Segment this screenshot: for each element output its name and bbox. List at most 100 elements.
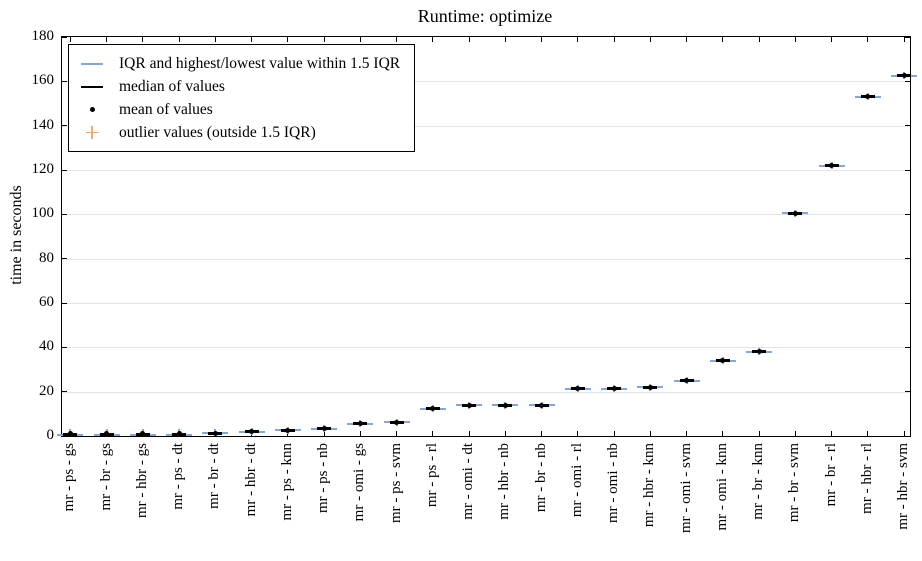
x-tick-label: mr - br - svm bbox=[786, 443, 803, 523]
mean-dot bbox=[430, 406, 436, 412]
mean-dot bbox=[212, 430, 218, 436]
legend: IQR and highest/lowest value within 1.5 … bbox=[68, 44, 416, 152]
mean-dot bbox=[684, 378, 690, 384]
x-tick-mark bbox=[541, 431, 543, 436]
x-tick-label: mr - omi - knn bbox=[713, 443, 730, 531]
x-tick-label: mr - hbr - rl bbox=[858, 443, 875, 514]
x-tick-mark bbox=[794, 431, 796, 436]
mean-dot bbox=[104, 431, 110, 436]
x-tick-mark bbox=[359, 431, 361, 436]
x-tick-label: mr - omi - rl bbox=[568, 443, 585, 518]
y-tick-mark bbox=[62, 36, 67, 38]
y-tick-label: 160 bbox=[31, 72, 55, 89]
x-tick-mark bbox=[323, 37, 325, 42]
y-tick-mark bbox=[905, 346, 910, 348]
x-tick-label: mr - ps - knn bbox=[278, 443, 295, 521]
y-tick-mark bbox=[905, 213, 910, 215]
x-tick-label: mr - omi - gs bbox=[351, 443, 368, 522]
outlier-plus-icon bbox=[78, 126, 106, 139]
mean-dot bbox=[394, 419, 400, 425]
x-tick-mark bbox=[359, 37, 361, 42]
y-tick-mark bbox=[62, 213, 67, 215]
mean-dot bbox=[321, 426, 327, 432]
x-tick-mark bbox=[649, 37, 651, 42]
gridline bbox=[62, 125, 910, 127]
x-tick-mark bbox=[468, 431, 470, 436]
y-tick-label: 20 bbox=[39, 382, 54, 399]
x-tick-label: mr - ps - svm bbox=[387, 443, 404, 523]
x-tick-label: mr - omi - nb bbox=[605, 443, 622, 523]
median-line-icon bbox=[78, 85, 106, 88]
y-tick-mark bbox=[905, 169, 910, 171]
mean-dot bbox=[357, 421, 363, 427]
x-tick-mark bbox=[686, 37, 688, 42]
mean-dot bbox=[647, 384, 653, 390]
x-tick-mark bbox=[432, 37, 434, 42]
y-tick-label: 0 bbox=[46, 427, 55, 443]
x-tick-mark bbox=[903, 431, 905, 436]
y-tick-mark bbox=[62, 302, 67, 304]
iqr-line-icon bbox=[78, 62, 106, 65]
x-tick-mark bbox=[577, 431, 579, 436]
gridline bbox=[62, 391, 910, 393]
y-tick-mark bbox=[62, 258, 67, 260]
mean-dot bbox=[539, 402, 545, 408]
x-tick-mark bbox=[867, 37, 869, 42]
mean-dot bbox=[720, 358, 726, 364]
x-tick-label: mr - hbr - gs bbox=[133, 443, 150, 518]
y-tick-label: 100 bbox=[31, 205, 55, 222]
mean-dot-icon bbox=[78, 107, 106, 112]
x-tick-mark bbox=[432, 431, 434, 436]
x-tick-label: mr - omi - dt bbox=[460, 443, 477, 520]
gridline bbox=[62, 214, 910, 216]
legend-item-label: median of values bbox=[119, 77, 225, 95]
legend-item-label: IQR and highest/lowest value within 1.5 … bbox=[119, 54, 401, 72]
x-tick-label: mr - br - knn bbox=[750, 443, 767, 520]
y-tick-mark bbox=[905, 302, 910, 304]
x-tick-label: mr - ps - gs bbox=[61, 443, 78, 512]
x-tick-mark bbox=[106, 37, 108, 42]
x-tick-label: mr - omi - svm bbox=[677, 443, 694, 533]
y-tick-mark bbox=[62, 80, 67, 82]
mean-dot bbox=[792, 210, 798, 216]
y-tick-mark bbox=[62, 346, 67, 348]
x-tick-label: mr - br - dt bbox=[206, 443, 223, 509]
y-tick-label: 120 bbox=[31, 161, 55, 177]
x-tick-mark bbox=[577, 37, 579, 42]
legend-item: IQR and highest/lowest value within 1.5 … bbox=[78, 52, 400, 75]
mean-dot bbox=[285, 427, 291, 433]
gridline bbox=[62, 170, 910, 171]
y-axis-label: time in seconds bbox=[8, 185, 25, 285]
x-tick-mark bbox=[649, 431, 651, 436]
x-tick-mark bbox=[214, 37, 216, 42]
x-tick-label: mr - hbr - nb bbox=[496, 443, 513, 520]
x-tick-mark bbox=[867, 431, 869, 436]
y-tick-label: 180 bbox=[31, 28, 55, 44]
gridline bbox=[62, 347, 910, 349]
mean-dot bbox=[901, 73, 907, 79]
x-tick-mark bbox=[468, 37, 470, 42]
x-tick-mark bbox=[504, 431, 506, 436]
y-tick-label: 60 bbox=[39, 294, 54, 310]
legend-item-label: outlier values (outside 1.5 IQR) bbox=[119, 123, 316, 141]
x-tick-label: mr - hbr - dt bbox=[242, 443, 259, 517]
x-tick-label: mr - hbr - knn bbox=[641, 443, 658, 528]
x-tick-mark bbox=[396, 431, 398, 436]
gridline bbox=[62, 258, 910, 260]
y-tick-mark bbox=[905, 258, 910, 260]
x-tick-mark bbox=[69, 37, 71, 42]
x-tick-mark bbox=[831, 431, 833, 436]
y-tick-label: 80 bbox=[39, 249, 54, 266]
x-tick-mark bbox=[613, 431, 615, 436]
x-tick-label: mr - ps - rl bbox=[423, 443, 440, 508]
mean-dot bbox=[865, 94, 871, 100]
mean-dot bbox=[611, 386, 617, 392]
x-tick-mark bbox=[686, 431, 688, 436]
y-tick-mark bbox=[905, 80, 910, 82]
mean-dot bbox=[756, 349, 762, 355]
mean-dot bbox=[67, 431, 73, 436]
x-tick-mark bbox=[251, 37, 253, 42]
x-tick-mark bbox=[722, 37, 724, 42]
y-tick-mark bbox=[62, 391, 67, 393]
